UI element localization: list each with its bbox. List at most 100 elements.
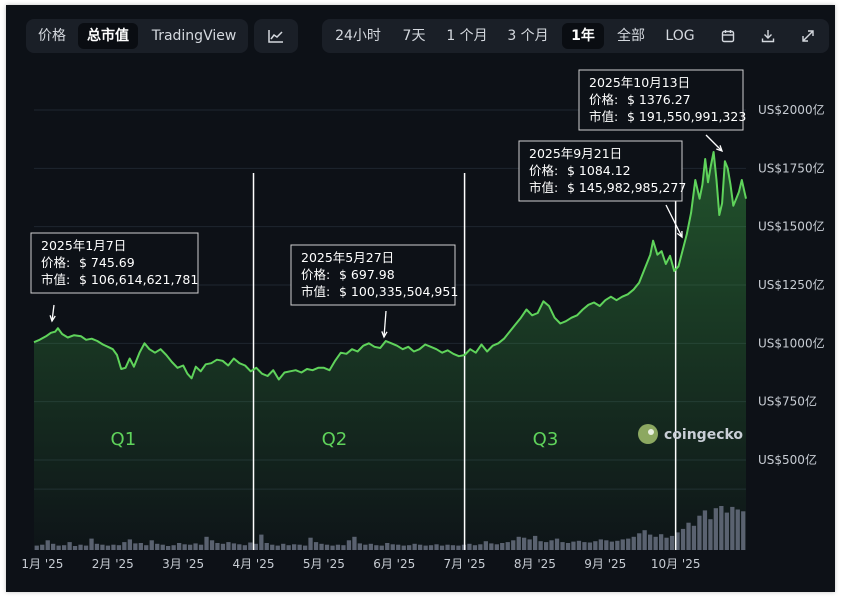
volume-bar (122, 542, 127, 550)
range-1m[interactable]: 1 个月 (446, 28, 488, 44)
expand-icon[interactable] (794, 23, 822, 49)
y-tick-label: US$2000亿 (758, 102, 825, 117)
x-tick-label: 7月 '25 (444, 557, 486, 571)
volume-bar (538, 541, 543, 550)
range-3m[interactable]: 3 个月 (507, 28, 549, 44)
x-tick-label: 10月 '25 (651, 557, 701, 571)
line-chart-icon[interactable] (262, 23, 290, 49)
volume-bar (270, 544, 275, 550)
volume-bar (83, 545, 89, 550)
volume-bar (719, 506, 724, 550)
volume-bar (554, 538, 560, 550)
volume-bar (40, 544, 45, 550)
annotation-arrowhead (381, 331, 388, 339)
chart-type-switch (254, 19, 298, 53)
volume-bar (346, 540, 352, 550)
volume-bar (51, 543, 56, 550)
x-tick-label: 2月 '25 (92, 557, 134, 571)
volume-bar (72, 546, 78, 550)
market-cap-chart: US$500亿 US$750亿 US$1000亿 US$1250亿 US$1500亿 US… (21, 69, 825, 571)
volume-bar (713, 508, 718, 550)
volume-bar (138, 543, 143, 550)
volume-bar (494, 544, 499, 550)
volume-bar (708, 519, 713, 550)
volume-bar (439, 545, 445, 550)
quarter-labels: Q1 Q2 Q3 (111, 429, 559, 450)
volume-bar (188, 544, 193, 550)
y-tick-label: US$1750亿 (758, 160, 825, 175)
volume-bar (724, 512, 729, 550)
volume-bar (576, 540, 582, 550)
volume-bar (56, 545, 61, 550)
volume-bars (34, 506, 746, 550)
volume-bar (259, 534, 264, 550)
volume-bar (319, 543, 324, 550)
volume-bar (450, 545, 456, 550)
range-1y[interactable]: 1年 (562, 23, 604, 49)
volume-bar (374, 545, 379, 550)
volume-bar (324, 544, 330, 550)
range-log[interactable]: LOG (665, 28, 695, 44)
annotation-price: $ 1376.27 (627, 92, 691, 107)
volume-bar (691, 525, 697, 550)
volume-bar (215, 543, 220, 550)
annotation-date: 2025年5月27日 (301, 250, 394, 265)
volume-bar (456, 545, 461, 550)
annotation-date: 2025年10月13日 (589, 75, 690, 90)
x-tick-label: 9月 '25 (584, 557, 626, 571)
volume-bar (593, 541, 598, 550)
annotation-mcap: $ 106,614,621,781 (79, 272, 198, 287)
volume-bar (598, 539, 603, 550)
tab-market-cap[interactable]: 总市值 (78, 23, 138, 49)
area-series (34, 152, 746, 550)
volume-bar (467, 543, 472, 550)
annotation-arrow (705, 134, 723, 152)
annotation-mcap-label: 市值: (529, 180, 558, 195)
volume-bar (423, 545, 428, 550)
volume-bar (100, 544, 105, 550)
volume-bar (248, 542, 253, 550)
download-icon[interactable] (754, 23, 782, 49)
annotation-arrowhead (676, 230, 683, 239)
range-7d[interactable]: 7天 (402, 28, 426, 44)
volume-bar (379, 545, 384, 550)
volume-bar (297, 544, 302, 550)
volume-bar (116, 545, 122, 550)
range-all[interactable]: 全部 (617, 28, 645, 44)
volume-bar (330, 545, 335, 550)
y-tick-label: US$1250亿 (758, 277, 825, 292)
volume-bar (697, 515, 702, 550)
range-24h[interactable]: 24小时 (335, 28, 381, 44)
volume-bar (105, 545, 111, 550)
volume-bar (341, 545, 346, 550)
volume-bar (308, 537, 313, 550)
volume-bar (434, 544, 439, 550)
volume-bar (281, 543, 286, 550)
volume-bar (292, 544, 297, 550)
annotation-mcap: $ 100,335,504,951 (339, 284, 458, 299)
volume-bar (511, 540, 516, 550)
volume-bar (401, 545, 406, 550)
volume-bar (127, 539, 132, 550)
volume-bar (177, 543, 182, 550)
tab-price[interactable]: 价格 (38, 28, 66, 44)
volume-bar (637, 533, 642, 550)
annotation-box (578, 69, 744, 131)
volume-bar (418, 544, 423, 550)
coingecko-logo-icon (638, 424, 658, 444)
volume-bar (275, 545, 280, 550)
volume-bar (193, 543, 198, 550)
tab-tradingview[interactable]: TradingView (151, 28, 237, 44)
x-tick-label: 4月 '25 (232, 557, 274, 571)
volume-bar (357, 543, 362, 550)
volume-bar (483, 541, 488, 550)
calendar-icon[interactable] (714, 23, 742, 49)
volume-bar (160, 544, 165, 550)
volume-bar (730, 506, 735, 550)
volume-bar (604, 540, 609, 550)
coingecko-eye-icon (648, 429, 654, 435)
volume-bar (741, 511, 746, 550)
watermark-text: coingecko (664, 427, 743, 443)
quarter-label: Q1 (111, 429, 137, 450)
volume-bar (171, 545, 176, 550)
